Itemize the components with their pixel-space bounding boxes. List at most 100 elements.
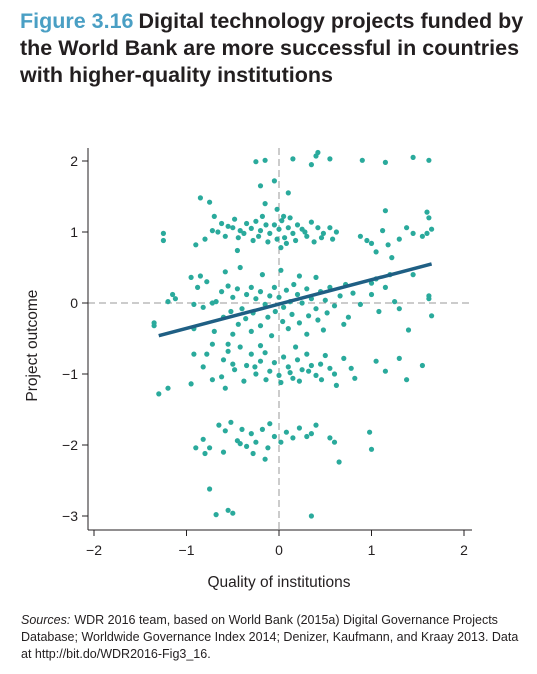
- data-point: [188, 274, 194, 280]
- data-point: [191, 351, 197, 357]
- data-point: [294, 291, 301, 298]
- trend-line: [158, 262, 433, 338]
- data-point: [299, 300, 305, 306]
- data-point: [216, 422, 222, 428]
- data-point: [327, 435, 333, 441]
- data-point: [276, 226, 282, 232]
- data-point: [306, 313, 312, 319]
- data-point: [257, 183, 264, 189]
- data-point: [396, 355, 402, 361]
- data-point: [225, 283, 231, 289]
- data-point: [348, 365, 354, 371]
- x-tick-label: 1: [368, 542, 376, 558]
- data-point: [220, 357, 227, 363]
- data-point: [267, 368, 273, 374]
- data-point: [248, 284, 254, 290]
- data-point: [368, 240, 375, 246]
- data-point: [382, 368, 388, 374]
- data-point: [213, 511, 219, 518]
- data-point: [278, 267, 284, 273]
- data-point: [253, 439, 259, 445]
- data-point: [225, 507, 231, 513]
- data-point: [228, 419, 234, 425]
- data-point: [364, 237, 370, 244]
- data-point: [274, 236, 280, 242]
- data-point: [252, 364, 258, 370]
- data-point: [337, 293, 343, 299]
- data-point: [165, 299, 171, 305]
- data-point: [410, 272, 416, 278]
- data-point: [151, 323, 157, 329]
- data-point: [239, 426, 245, 432]
- data-point: [331, 371, 338, 377]
- data-point: [195, 284, 201, 290]
- x-tick-label: 0: [275, 542, 283, 558]
- y-axis-title: Project outcome: [24, 290, 41, 402]
- data-point: [313, 372, 319, 378]
- data-point: [259, 426, 265, 432]
- data-point: [308, 162, 314, 168]
- data-point: [225, 223, 231, 229]
- data-point: [287, 370, 293, 376]
- data-point: [410, 154, 416, 160]
- data-point: [200, 304, 206, 310]
- data-point: [290, 375, 296, 381]
- data-point: [320, 230, 326, 236]
- data-point: [296, 273, 302, 279]
- data-point: [267, 293, 273, 299]
- y-tick-label: 2: [70, 153, 78, 169]
- data-point: [230, 510, 236, 516]
- data-point: [204, 351, 210, 357]
- data-point: [278, 245, 284, 251]
- data-point: [265, 445, 271, 451]
- data-point: [262, 201, 268, 207]
- data-point: [424, 230, 430, 236]
- data-point: [271, 433, 277, 440]
- data-point: [276, 294, 282, 300]
- data-point: [283, 429, 289, 435]
- data-point: [272, 308, 278, 315]
- data-point: [253, 218, 259, 224]
- data-point: [396, 306, 402, 312]
- data-point: [336, 459, 342, 465]
- data-point: [283, 240, 289, 246]
- data-point: [315, 149, 321, 156]
- data-point: [256, 233, 262, 239]
- data-point: [282, 235, 288, 241]
- data-point: [200, 436, 206, 442]
- data-point: [285, 190, 291, 196]
- data-point: [213, 299, 219, 305]
- data-point: [285, 225, 291, 231]
- data-point: [248, 431, 254, 437]
- data-point: [308, 362, 314, 369]
- reference-lines: [88, 148, 472, 530]
- data-point: [357, 233, 363, 239]
- data-point: [222, 385, 228, 391]
- data-point: [322, 297, 328, 303]
- data-point: [219, 374, 225, 380]
- data-point: [239, 306, 245, 312]
- data-point: [419, 233, 425, 239]
- data-point: [207, 486, 213, 492]
- data-point: [368, 446, 375, 452]
- data-point: [308, 513, 314, 519]
- data-point: [290, 156, 296, 162]
- data-point: [225, 341, 231, 347]
- data-point: [222, 269, 228, 275]
- data-point: [170, 291, 176, 298]
- data-point: [250, 450, 256, 457]
- data-point: [281, 213, 287, 219]
- data-point: [331, 303, 338, 309]
- data-point: [376, 308, 382, 315]
- data-point: [389, 255, 395, 261]
- data-point: [241, 230, 247, 236]
- scatter-chart: −2 −1 0 1 2 −3 −2 −1 0 1 2 Quality of institutions…: [24, 148, 472, 591]
- data-point: [248, 225, 254, 231]
- data-point: [263, 377, 269, 383]
- data-point: [248, 351, 254, 357]
- data-point: [424, 209, 430, 215]
- data-point: [200, 364, 206, 370]
- data-point: [271, 360, 277, 366]
- data-point: [426, 215, 432, 221]
- data-point: [271, 284, 277, 290]
